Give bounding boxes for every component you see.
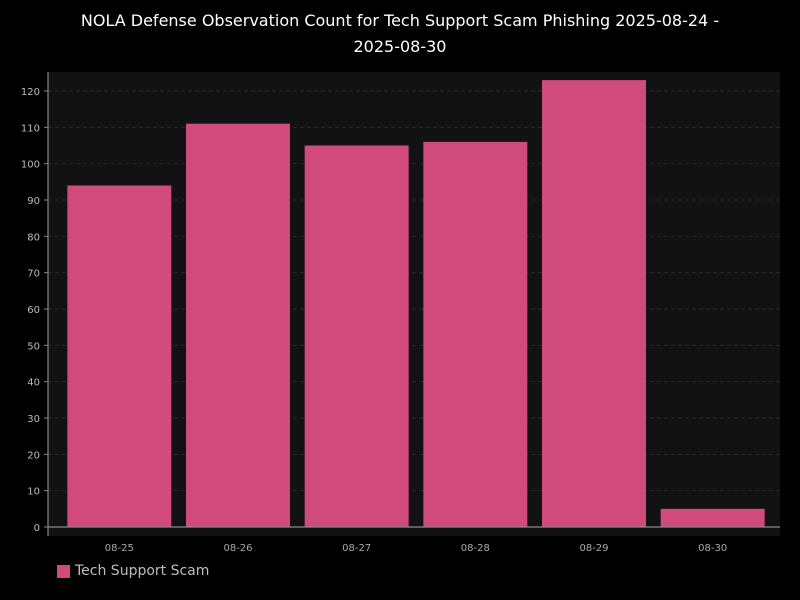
- x-tick-label: 08-29: [579, 543, 608, 554]
- y-tick-label: 10: [27, 487, 40, 498]
- legend-label: Tech Support Scam: [75, 563, 210, 579]
- bar: [304, 145, 409, 527]
- y-tick-label: 20: [27, 450, 40, 461]
- y-tick-label: 110: [21, 123, 40, 134]
- y-tick-label: 120: [21, 87, 40, 98]
- y-tick-label: 30: [27, 414, 40, 425]
- chart-title-line-2: 2025-08-30: [353, 37, 447, 56]
- x-tick-label: 08-25: [105, 543, 134, 554]
- chart-title-line-1: NOLA Defense Observation Count for Tech …: [80, 11, 720, 30]
- y-tick-label: 60: [27, 305, 40, 316]
- bar: [67, 185, 172, 527]
- y-tick-label: 70: [27, 269, 40, 280]
- legend: Tech Support Scam: [57, 563, 209, 579]
- bar: [186, 123, 290, 527]
- y-tick-label: 50: [27, 341, 40, 352]
- legend-swatch: [57, 564, 70, 578]
- y-tick-label: 0: [34, 523, 40, 534]
- y-tick-label: 100: [21, 160, 40, 171]
- x-tick-label: 08-27: [342, 543, 371, 554]
- chart-title: NOLA Defense Observation Count for Tech …: [0, 8, 800, 60]
- x-tick-label: 08-26: [223, 543, 252, 554]
- bar: [660, 508, 765, 527]
- x-tick-label: 08-28: [461, 543, 490, 554]
- y-tick-label: 40: [27, 378, 40, 389]
- y-tick-label: 90: [27, 196, 40, 207]
- bar: [542, 80, 646, 527]
- y-tick-label: 80: [27, 232, 40, 243]
- bar: [423, 141, 528, 527]
- x-tick-label: 08-30: [698, 543, 727, 554]
